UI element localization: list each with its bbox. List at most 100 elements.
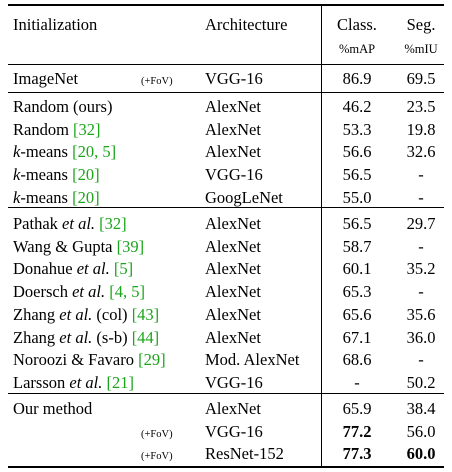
citation-link: [29] [138,350,166,370]
column-divider [321,5,322,466]
group-rule-2 [8,207,444,208]
citation-link: [43] [131,304,160,324]
class-map-value: 55.0 [342,187,372,207]
method-name: Zhang et al. (s-b) [44] [13,328,159,348]
group-rule-1 [8,92,444,93]
method-name-text: Doersch [13,282,73,302]
method-name: k-means [20] [13,188,100,208]
et-al: et al. [69,372,103,392]
architecture: AlexNet [205,259,261,279]
class-map-value: 60.1 [342,259,372,279]
method-name-text: Zhang [13,304,60,324]
class-map-value: 56.5 [342,165,372,185]
method-name-text: Zhang [13,327,60,347]
class-map-value: 46.2 [342,97,372,116]
citation-link: [21] [106,372,135,392]
class-map-value: 53.3 [342,119,372,139]
method-name: k-means [20] [13,165,100,185]
fov-tag: (+FoV) [141,451,173,463]
seg-miu-value: 38.4 [406,399,436,418]
seg-miu-value: 35.6 [406,304,436,324]
architecture: VGG-16 [205,165,263,185]
header-architecture: Architecture [205,15,288,34]
method-name: Noroozi & Favaro [29] [13,350,166,370]
header-map: %mAP [338,42,376,56]
header-rule [8,64,444,65]
citation-link: [44] [131,327,160,347]
seg-miu-value: 19.8 [406,119,436,139]
architecture: AlexNet [205,399,261,418]
class-map-value: 77.3 [342,444,372,464]
architecture: Mod. AlexNet [205,350,300,370]
class-map-value: - [354,372,360,392]
table-top-rule [8,4,444,6]
class-map-value: 67.1 [342,327,372,347]
seg-miu-value: - [418,236,424,256]
method-name: Our method [13,399,92,419]
class-map-value: 65.3 [342,282,372,302]
citation-link: [20] [72,187,100,207]
class-map-value: 65.9 [342,399,372,418]
method-name-text: Pathak [13,214,63,233]
method-name: ImageNet [13,69,78,89]
group-rule-3 [8,393,444,394]
class-map-value: 58.7 [342,236,372,256]
architecture: VGG-16 [205,69,263,88]
et-al: et al. [72,282,106,302]
method-name-text: -means [20,187,73,207]
class-map-value: 68.6 [342,350,372,370]
architecture: AlexNet [205,236,261,256]
architecture: AlexNet [205,142,261,162]
method-name: Random [32] [13,120,101,140]
method-name-text: ImageNet [13,69,79,88]
citation-link: [32] [73,119,101,139]
method-name: Wang & Gupta [39] [13,237,144,257]
seg-miu-value: 50.2 [406,372,436,392]
architecture: AlexNet [205,214,261,233]
seg-miu-value: 35.2 [406,259,436,279]
citation-link: [20] [72,165,100,185]
header-miu: %mIU [404,42,438,56]
architecture: AlexNet [205,282,261,302]
architecture: VGG-16 [205,421,263,441]
method-name: Donahue et al. [5] [13,259,133,279]
seg-miu-value: 56.0 [406,421,436,441]
method-name-text: Donahue [13,259,77,279]
method-name: k-means [20, 5] [13,142,116,162]
citation-link: [39] [116,236,145,256]
architecture: AlexNet [205,119,261,139]
method-name-text: Larsson [13,372,70,392]
method-name: Zhang et al. (col) [43] [13,305,159,325]
et-al: et al. [59,327,93,347]
method-name: Doersch et al. [4, 5] [13,282,145,302]
method-name: Random (ours) [13,97,112,117]
method-variant: (s-b) [92,327,132,347]
seg-miu-value: - [418,350,424,370]
class-map-value: 77.2 [342,421,372,441]
seg-miu-value: - [418,187,424,207]
architecture: ResNet-152 [205,444,284,464]
header-class: Class. [337,15,377,34]
class-map-value: 56.6 [342,142,372,162]
method-name-text: Our method [13,399,93,418]
seg-miu-value: 60.0 [406,444,436,464]
seg-miu-value: 36.0 [406,327,436,347]
method-name: Pathak et al. [32] [13,214,127,234]
architecture: VGG-16 [205,372,263,392]
seg-miu-value: 29.7 [406,214,436,233]
method-name-italic: k [13,187,21,207]
citation-link: [5] [113,259,134,279]
table-bottom-rule [8,466,444,468]
method-name-text: Wang & Gupta [13,236,117,256]
et-al: et al. [62,214,96,233]
class-map-value: 65.6 [342,304,372,324]
fov-tag: (+FoV) [141,76,173,87]
method-name-text: Random [13,119,74,139]
citation-link: [4, 5] [109,282,145,302]
citation-link: [32] [99,214,127,233]
seg-miu-value: 32.6 [406,142,436,162]
method-variant: (col) [92,304,132,324]
architecture: AlexNet [205,304,261,324]
seg-miu-value: 69.5 [406,69,436,88]
seg-miu-value: 23.5 [406,97,436,116]
